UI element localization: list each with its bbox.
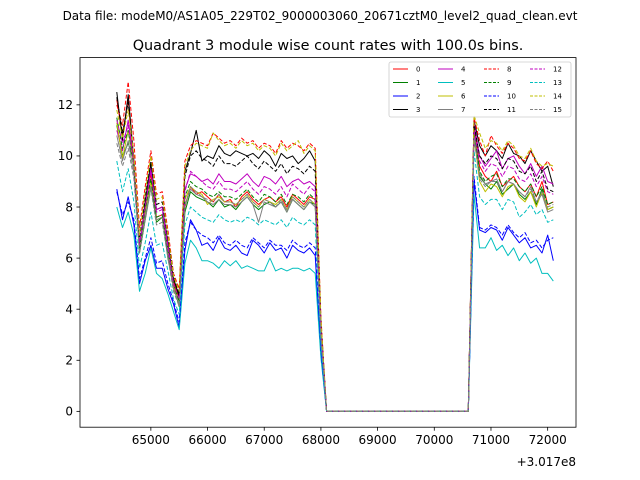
x-tick-label-71000: 71000 <box>472 433 510 447</box>
y-tick-label-6: 6 <box>65 251 73 265</box>
x-tick-label-68000: 68000 <box>302 433 340 447</box>
y-tick-label-12: 12 <box>58 98 73 112</box>
legend-label-8: 8 <box>507 66 511 74</box>
series-line-15 <box>116 137 554 412</box>
legend-label-4: 4 <box>461 66 466 74</box>
legend-label-0: 0 <box>416 66 420 74</box>
legend-label-11: 11 <box>507 106 516 114</box>
y-tick-label-8: 8 <box>65 200 73 214</box>
series-line-12 <box>116 120 554 412</box>
y-tick-label-10: 10 <box>58 149 73 163</box>
x-tick-label-70000: 70000 <box>415 433 453 447</box>
plot-frame <box>79 57 577 428</box>
legend-label-7: 7 <box>461 106 465 114</box>
x-offset-label: +3.017e8 <box>517 455 576 469</box>
plot-series <box>116 81 554 412</box>
legend-label-13: 13 <box>553 79 562 87</box>
x-tick-label-67000: 67000 <box>245 433 283 447</box>
x-tick-label-72000: 72000 <box>529 433 567 447</box>
legend-label-12: 12 <box>553 66 562 74</box>
legend-box <box>388 61 572 118</box>
legend-label-2: 2 <box>416 93 420 101</box>
legend-label-15: 15 <box>553 106 562 114</box>
y-tick-label-4: 4 <box>65 302 73 316</box>
series-line-11 <box>116 97 554 412</box>
legend-label-10: 10 <box>507 93 516 101</box>
x-tick-label-65000: 65000 <box>132 433 170 447</box>
axis-ticks: 65000 66000 67000 68000 69000 70000 71000 72000… <box>58 98 567 447</box>
legend-label-1: 1 <box>416 79 420 87</box>
legend-label-9: 9 <box>507 79 511 87</box>
figure-suptitle: Data file: modeM0/AS1A05_229T02_90000030… <box>63 9 578 23</box>
chart-title: Quadrant 3 module wise count rates with … <box>133 38 524 54</box>
x-tick-label-69000: 69000 <box>359 433 397 447</box>
legend-label-3: 3 <box>416 106 420 114</box>
legend-label-5: 5 <box>461 79 465 87</box>
y-tick-label-2: 2 <box>65 354 73 368</box>
x-tick-label-66000: 66000 <box>188 433 226 447</box>
y-tick-label-0: 0 <box>65 405 73 419</box>
legend-label-14: 14 <box>553 93 562 101</box>
legend-label-6: 6 <box>461 93 466 101</box>
